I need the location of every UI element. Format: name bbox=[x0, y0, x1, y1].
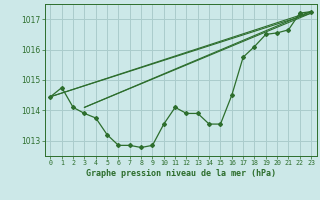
X-axis label: Graphe pression niveau de la mer (hPa): Graphe pression niveau de la mer (hPa) bbox=[86, 169, 276, 178]
